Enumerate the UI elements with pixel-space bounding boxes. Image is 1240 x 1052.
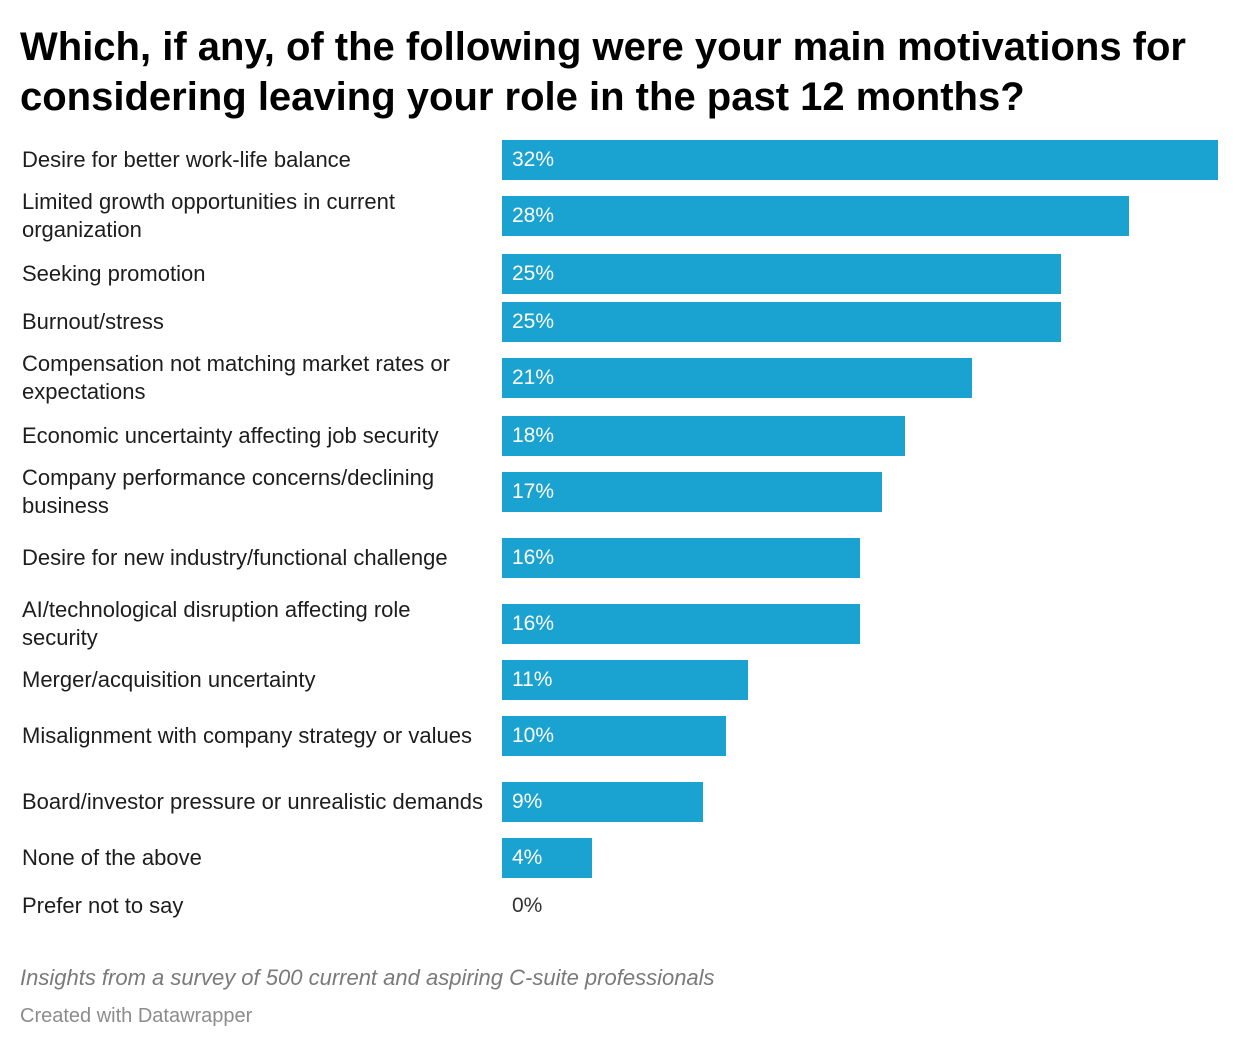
category-label: AI/technological disruption affecting ro…	[22, 597, 411, 650]
category-label: Burnout/stress	[22, 309, 164, 334]
value-label: 10%	[512, 724, 555, 747]
chart-notes: Insights from a survey of 500 current an…	[20, 965, 715, 990]
value-label: 9%	[512, 790, 543, 813]
category-label: Board/investor pressure or unrealistic d…	[22, 789, 484, 814]
category-label: Misalignment with company strategy or va…	[22, 723, 472, 748]
category-label: None of the above	[22, 845, 202, 870]
value-label: 21%	[512, 366, 555, 389]
value-label: 32%	[512, 148, 555, 171]
bar	[502, 302, 1061, 342]
value-label: 25%	[512, 310, 555, 333]
bar	[502, 358, 972, 398]
value-label: 11%	[512, 668, 553, 691]
value-label: 0%	[512, 894, 543, 917]
bar	[502, 416, 905, 456]
bar	[502, 782, 703, 822]
bar	[502, 538, 860, 578]
category-label: Desire for new industry/functional chall…	[22, 545, 448, 570]
category-label: Seeking promotion	[22, 261, 206, 286]
value-label: 17%	[512, 480, 555, 503]
chart-title: Which, if any, of the following were you…	[20, 25, 1186, 119]
value-label: 25%	[512, 262, 555, 285]
bar	[502, 196, 1129, 236]
bar	[502, 716, 726, 756]
value-label: 16%	[512, 612, 555, 635]
bar	[502, 140, 1218, 180]
bar	[502, 472, 882, 512]
bar	[502, 838, 592, 878]
bar	[502, 604, 860, 644]
bar	[502, 254, 1061, 294]
category-label: Compensation not matching market rates o…	[22, 351, 450, 404]
value-label: 28%	[512, 204, 555, 227]
value-label: 16%	[512, 546, 555, 569]
category-label: Economic uncertainty affecting job secur…	[22, 423, 439, 448]
category-label: Company performance concerns/declining b…	[22, 465, 435, 518]
category-label: Limited growth opportunities in current …	[22, 189, 395, 242]
value-label: 4%	[512, 846, 543, 869]
category-label: Merger/acquisition uncertainty	[22, 667, 316, 692]
category-label: Desire for better work-life balance	[22, 147, 351, 172]
bar	[502, 660, 748, 700]
value-label: 18%	[512, 424, 555, 447]
category-label: Prefer not to say	[22, 893, 184, 918]
chart-credit: Created with Datawrapper	[20, 1005, 253, 1027]
